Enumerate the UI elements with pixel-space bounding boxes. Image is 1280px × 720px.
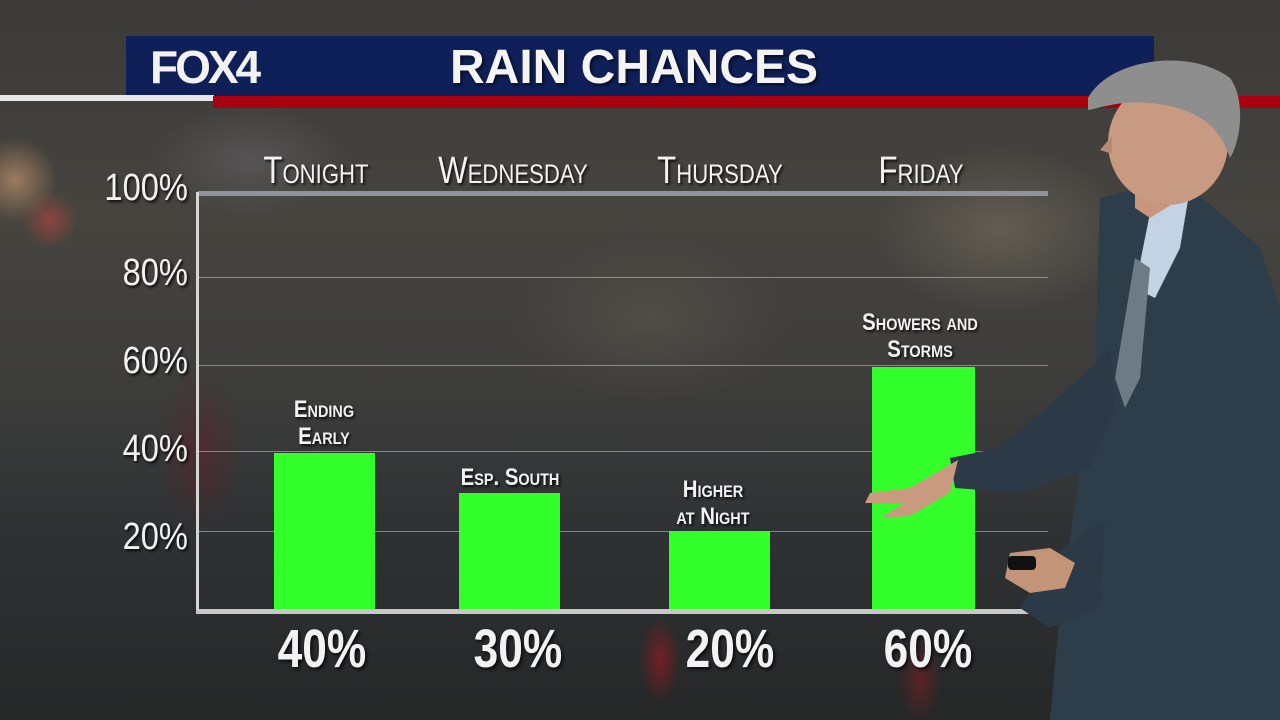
y-tick-20: 20% (122, 516, 188, 558)
value-friday: 60% (883, 619, 973, 679)
gridline-40 (198, 451, 1048, 452)
banner-white-stripe (0, 95, 214, 101)
presenter-figure (865, 60, 1280, 720)
annotation-line: at Night (676, 503, 750, 530)
gridline-80 (198, 277, 1048, 278)
y-tick-100: 100% (104, 167, 188, 209)
graphic-title: RAIN CHANCES (450, 41, 819, 94)
annotation-line: Storms (887, 336, 953, 363)
day-label-wednesday: Wednesday (438, 150, 588, 192)
annotation-line: Early (298, 423, 350, 450)
value-wednesday: 30% (473, 619, 563, 679)
annotation-tonight: Ending Early (265, 396, 384, 450)
y-axis-line (196, 192, 199, 613)
y-tick-80: 80% (122, 252, 188, 294)
station-logo: FOX4 (150, 41, 261, 93)
bar-wednesday (459, 493, 560, 610)
gridline-20 (198, 531, 1048, 532)
title-banner (126, 36, 1154, 96)
annotation-wednesday: Esp. South (442, 464, 578, 491)
bar-thursday (669, 531, 770, 610)
y-tick-60: 60% (122, 340, 188, 382)
annotation-line: Higher (682, 476, 744, 503)
day-label-thursday: Thursday (657, 150, 783, 192)
annotation-line: Esp. South (460, 464, 560, 491)
y-tick-40: 40% (122, 428, 188, 470)
x-axis-line (196, 609, 1048, 614)
bar-tonight (274, 453, 375, 610)
gridline-60 (198, 365, 1048, 366)
gridline-100 (198, 191, 1048, 196)
banner-red-stripe (213, 96, 1280, 108)
day-label-friday: Friday (878, 150, 964, 192)
annotation-line: Ending (293, 396, 355, 423)
value-thursday: 20% (685, 619, 775, 679)
annotation-thursday: Higher at Night (654, 476, 773, 530)
day-label-tonight: Tonight (263, 150, 369, 192)
annotation-line: Showers and (862, 309, 978, 336)
value-tonight: 40% (277, 619, 367, 679)
annotation-friday: Showers and Storms (844, 309, 997, 363)
